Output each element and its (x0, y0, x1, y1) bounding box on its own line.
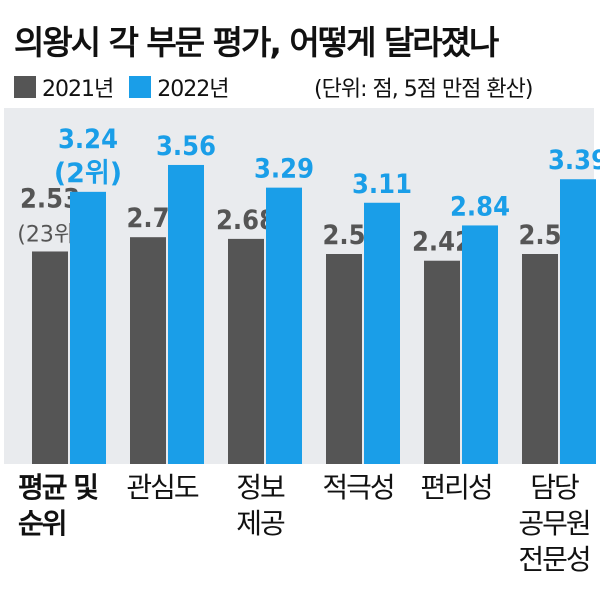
x-label-line: 제공 (236, 507, 286, 540)
bar-2021년-3 (326, 254, 362, 464)
bar-2022년-2 (266, 187, 302, 464)
legend-swatch-2021 (14, 76, 36, 98)
x-label-line: 순위 (18, 507, 68, 540)
unit-note: (단위: 점, 5점 만점 환산) (314, 77, 533, 102)
rank-label-2022년: (2위) (54, 158, 122, 189)
legend-label-2021: 2021년 (42, 77, 114, 102)
value-label-2022년-5: 3.39 (548, 145, 600, 176)
x-label-0: 평균 및 순위 (18, 470, 110, 542)
category-labels: 평균 및 순위 관심도 정보 제공 적극성 편리성 담당 공무원 전문성 (0, 470, 600, 599)
x-label-4: 편리성 (410, 470, 502, 506)
x-label-line: 평균 및 (18, 471, 99, 504)
bar-2022년-4 (462, 225, 498, 464)
value-label-2021년-5: 2.5 (518, 220, 561, 251)
x-label-line: 정보 (236, 471, 286, 504)
x-label-line: 담당 (530, 471, 580, 504)
bar-2022년-3 (364, 202, 400, 464)
bar-2022년-1 (168, 164, 204, 464)
legend-swatch-2022 (129, 76, 152, 98)
legend: 2021년 2022년 (단위: 점, 5점 만점 환산) (14, 71, 533, 103)
value-label-2021년-0: 2.53 (20, 183, 80, 214)
x-label-line: 편리성 (420, 471, 493, 504)
x-label-3: 적극성 (312, 470, 404, 506)
legend-item-2021: 2021년 (14, 71, 114, 103)
value-label-2022년-3: 3.11 (352, 169, 412, 200)
bar-2021년-5 (522, 254, 558, 464)
x-label-1: 관심도 (116, 470, 208, 506)
bar-2022년-5 (560, 179, 596, 465)
value-label-2021년-1: 2.7 (126, 203, 169, 234)
bar-2021년-2 (228, 238, 264, 464)
x-label-2: 정보 제공 (214, 470, 306, 542)
value-label-2022년-1: 3.56 (156, 131, 216, 162)
chart-title: 의왕시 각 부문 평가, 어떻게 달라졌나 (14, 23, 499, 62)
x-label-line: 관심도 (126, 471, 199, 504)
bar-2021년-0 (32, 251, 68, 464)
x-label-5: 담당 공무원 전문성 (508, 470, 600, 578)
value-label-2022년-0: 3.24 (58, 124, 118, 155)
x-label-line: 공무원 (518, 507, 591, 540)
bar-2022년-0 (70, 191, 106, 464)
value-label-2022년-4: 2.84 (450, 191, 510, 222)
value-label-2022년-2: 3.29 (254, 154, 314, 185)
x-label-line: 적극성 (322, 471, 395, 504)
value-label-2021년-4: 2.42 (412, 227, 472, 258)
bar-2021년-1 (130, 237, 166, 464)
value-label-2021년-3: 2.5 (322, 220, 365, 251)
x-label-line: 전문성 (518, 543, 591, 576)
bar-2021년-4 (424, 260, 460, 464)
legend-label-2022: 2022년 (157, 77, 229, 102)
value-label-2021년-2: 2.68 (216, 205, 276, 236)
legend-item-2022: 2022년 (129, 71, 229, 103)
